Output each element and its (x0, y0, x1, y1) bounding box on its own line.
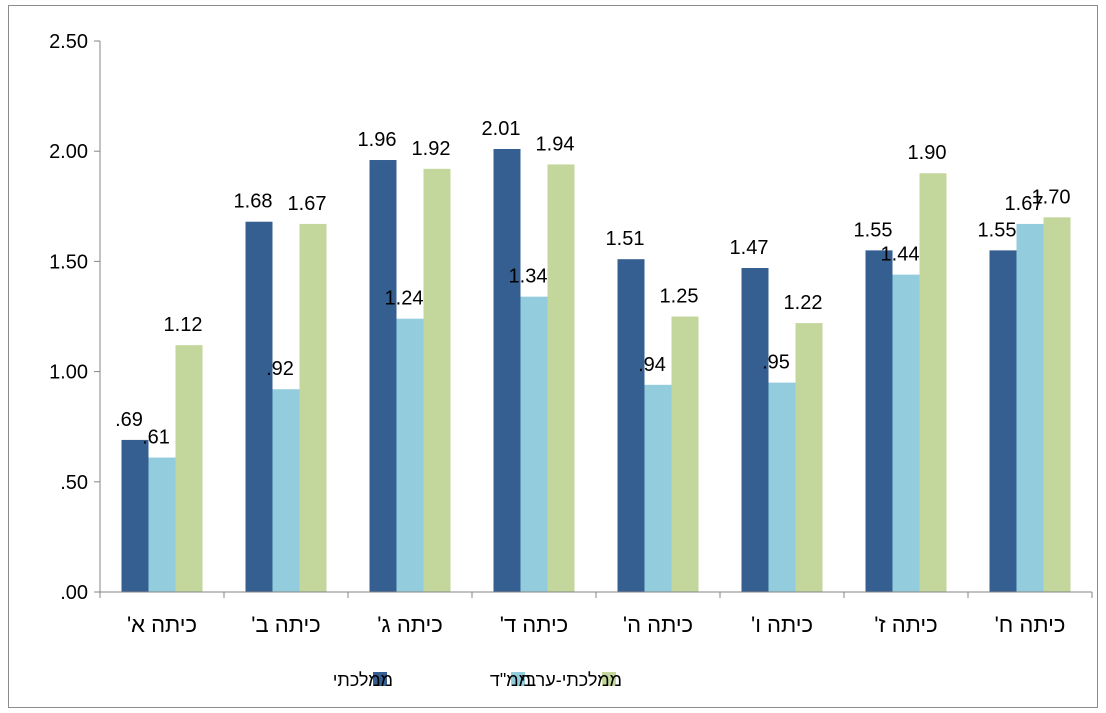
legend-label: ממ"ד (490, 670, 531, 690)
y-tick-label: .50 (60, 472, 88, 494)
y-tick-label: 1.00 (49, 362, 88, 384)
bar (741, 268, 769, 592)
bar (369, 160, 397, 593)
bar (245, 221, 273, 592)
x-tick-label: כיתה ג' (377, 612, 443, 637)
bar (175, 345, 203, 592)
data-label: .92 (266, 358, 294, 380)
bar (644, 384, 672, 592)
bar (919, 173, 947, 593)
bar (1016, 223, 1044, 592)
data-label: 1.47 (730, 237, 769, 259)
data-label: .61 (142, 427, 170, 449)
bar (892, 274, 920, 592)
data-label: 1.12 (164, 314, 203, 336)
bar (617, 259, 645, 592)
bar (768, 382, 796, 592)
data-label: .94 (638, 354, 666, 376)
data-label: 1.68 (234, 191, 273, 213)
bar (272, 389, 300, 592)
legend-swatch (511, 672, 525, 686)
y-tick-label: 2.00 (49, 141, 88, 163)
bar (396, 318, 424, 592)
bar (1043, 217, 1071, 592)
data-label: 1.22 (784, 292, 823, 314)
data-label: 1.34 (509, 266, 548, 288)
data-label: 1.96 (358, 129, 397, 151)
bar (989, 250, 1017, 592)
bar (148, 457, 176, 592)
legend-swatch (373, 672, 387, 686)
x-tick-label: כיתה ח' (995, 612, 1066, 637)
data-label: 1.44 (881, 244, 920, 266)
data-label: 1.94 (536, 133, 575, 155)
data-labels-group: .69 1.68 1.96 2.01 1.51 1.47 1.55 1.55 .61 .92 1.2… (115, 118, 1070, 449)
x-tick-label: כיתה ה' (623, 612, 693, 637)
bar (547, 164, 575, 592)
data-label: 1.90 (908, 142, 947, 164)
bar (671, 316, 699, 592)
data-label: 2.01 (482, 118, 521, 140)
x-tick-label: כיתה ד' (500, 612, 568, 637)
data-label: .95 (762, 352, 790, 374)
bars-group (121, 148, 1071, 593)
data-label: 1.24 (385, 288, 424, 310)
y-tick-label: 1.50 (49, 251, 88, 273)
legend-swatch (602, 672, 616, 686)
x-tick-label: כיתה ו' (751, 612, 813, 637)
bar (493, 148, 521, 592)
x-tick-label: כיתה ב' (251, 612, 320, 637)
x-tick-label: כיתה א' (127, 612, 197, 637)
legend-label: ממלכתי (333, 670, 393, 690)
axes-group: .00 .50 1.00 1.50 2.00 2.50 כיתה א' כיתה ב' כיתה… (49, 31, 1093, 637)
bar (423, 168, 451, 592)
bar (299, 223, 327, 592)
bar (865, 250, 893, 592)
data-label: 1.67 (288, 193, 327, 215)
legend-item: ממלכתי-ערבי (521, 670, 622, 690)
x-tick-label: כיתה ז' (874, 612, 937, 637)
y-tick-label: .00 (60, 582, 88, 604)
data-label: 1.92 (412, 138, 451, 160)
legend-item: ממ"ד (490, 670, 531, 690)
bar (795, 323, 823, 592)
data-label: 1.67 (1005, 193, 1044, 215)
bar (520, 296, 548, 592)
bar (121, 439, 149, 592)
data-label: .69 (115, 409, 143, 431)
data-label: 1.51 (606, 228, 645, 250)
y-tick-label: 2.50 (49, 31, 88, 53)
data-label: 1.70 (1032, 186, 1071, 208)
legend-label: ממלכתי-ערבי (521, 670, 622, 690)
data-label: 1.55 (854, 219, 893, 241)
legend-item: ממלכתי (333, 670, 393, 690)
data-label: 1.55 (978, 219, 1017, 241)
data-label: 1.25 (660, 286, 699, 308)
